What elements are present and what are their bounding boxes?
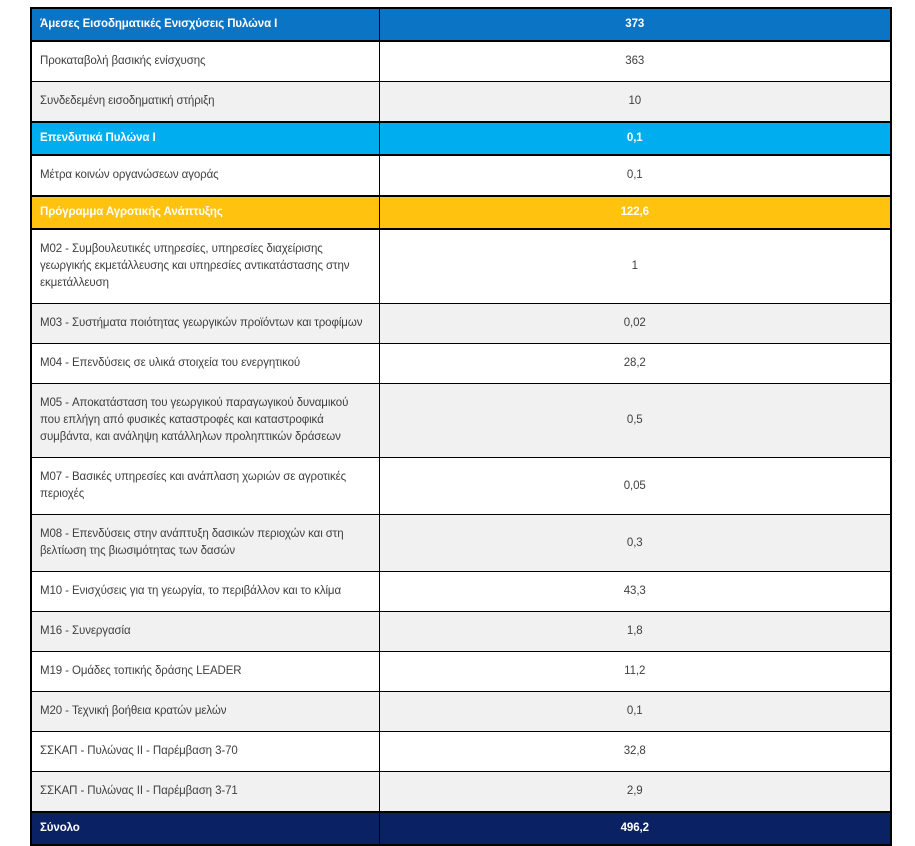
table-row: Μέτρα κοινών οργανώσεων αγοράς 0,1 — [30, 154, 892, 197]
row-label: Επενδυτικά Πυλώνα I — [30, 121, 380, 156]
table-row-section-header: Επενδυτικά Πυλώνα I 0,1 — [30, 121, 892, 156]
row-label: M03 - Συστήματα ποιότητας γεωργικών προϊ… — [30, 303, 380, 344]
table-row: M10 - Ενισχύσεις για τη γεωργία, το περι… — [30, 571, 892, 612]
row-label: Άμεσες Εισοδηματικές Ενισχύσεις Πυλώνα I — [30, 7, 380, 42]
row-value: 0,1 — [378, 154, 892, 197]
budget-table-container: Άμεσες Εισοδηματικές Ενισχύσεις Πυλώνα I… — [30, 7, 892, 846]
row-value: 1 — [378, 228, 892, 304]
row-value: 0,5 — [378, 383, 892, 458]
row-label: Σύνολο — [30, 811, 380, 846]
table-row: M16 - Συνεργασία 1,8 — [30, 611, 892, 652]
row-value: 363 — [378, 40, 892, 82]
row-label: ΣΣΚΑΠ - Πυλώνας II - Παρέμβαση 3-71 — [30, 771, 380, 813]
row-label: M16 - Συνεργασία — [30, 611, 380, 652]
row-value: 43,3 — [378, 571, 892, 612]
table-row-total: Σύνολο 496,2 — [30, 811, 892, 846]
row-label: ΣΣΚΑΠ - Πυλώνας II - Παρέμβαση 3-70 — [30, 731, 380, 772]
row-label: M04 - Επενδύσεις σε υλικά στοιχεία του ε… — [30, 343, 380, 384]
table-row: Συνδεδεμένη εισοδηματική στήριξη 10 — [30, 81, 892, 123]
table-row: ΣΣΚΑΠ - Πυλώνας II - Παρέμβαση 3-70 32,8 — [30, 731, 892, 772]
table-row: M05 - Αποκατάσταση του γεωργικού παραγωγ… — [30, 383, 892, 458]
row-value: 32,8 — [378, 731, 892, 772]
row-label: M19 - Ομάδες τοπικής δράσης LEADER — [30, 651, 380, 692]
table-row: M02 - Συμβουλευτικές υπηρεσίες, υπηρεσίε… — [30, 228, 892, 304]
row-value: 496,2 — [378, 811, 892, 846]
row-value: 0,02 — [378, 303, 892, 344]
table-row: M03 - Συστήματα ποιότητας γεωργικών προϊ… — [30, 303, 892, 344]
row-label: Μέτρα κοινών οργανώσεων αγοράς — [30, 154, 380, 197]
row-label: M20 - Τεχνική βοήθεια κρατών μελών — [30, 691, 380, 732]
table-row-section-header: Άμεσες Εισοδηματικές Ενισχύσεις Πυλώνα I… — [30, 7, 892, 42]
budget-table: Άμεσες Εισοδηματικές Ενισχύσεις Πυλώνα I… — [30, 7, 892, 846]
row-value: 1,8 — [378, 611, 892, 652]
row-value: 2,9 — [378, 771, 892, 813]
row-label: M07 - Βασικές υπηρεσίες και ανάπλαση χωρ… — [30, 457, 380, 515]
table-row: M04 - Επενδύσεις σε υλικά στοιχεία του ε… — [30, 343, 892, 384]
row-label: M05 - Αποκατάσταση του γεωργικού παραγωγ… — [30, 383, 380, 458]
row-label: Συνδεδεμένη εισοδηματική στήριξη — [30, 81, 380, 123]
row-value: 0,3 — [378, 514, 892, 572]
table-row: ΣΣΚΑΠ - Πυλώνας II - Παρέμβαση 3-71 2,9 — [30, 771, 892, 813]
row-value: 122,6 — [378, 195, 892, 230]
row-label: M02 - Συμβουλευτικές υπηρεσίες, υπηρεσίε… — [30, 228, 380, 304]
row-label: Πρόγραμμα Αγροτικής Ανάπτυξης — [30, 195, 380, 230]
table-row: Προκαταβολή βασικής ενίσχυσης 363 — [30, 40, 892, 82]
table-row: M08 - Επενδύσεις στην ανάπτυξη δασικών π… — [30, 514, 892, 572]
table-row-section-header: Πρόγραμμα Αγροτικής Ανάπτυξης 122,6 — [30, 195, 892, 230]
row-label: Προκαταβολή βασικής ενίσχυσης — [30, 40, 380, 82]
row-value: 0,05 — [378, 457, 892, 515]
table-row: M20 - Τεχνική βοήθεια κρατών μελών 0,1 — [30, 691, 892, 732]
row-value: 373 — [378, 7, 892, 42]
table-row: M07 - Βασικές υπηρεσίες και ανάπλαση χωρ… — [30, 457, 892, 515]
table-row: M19 - Ομάδες τοπικής δράσης LEADER 11,2 — [30, 651, 892, 692]
row-value: 11,2 — [378, 651, 892, 692]
row-value: 28,2 — [378, 343, 892, 384]
row-label: M10 - Ενισχύσεις για τη γεωργία, το περι… — [30, 571, 380, 612]
row-value: 10 — [378, 81, 892, 123]
row-label: M08 - Επενδύσεις στην ανάπτυξη δασικών π… — [30, 514, 380, 572]
row-value: 0,1 — [378, 691, 892, 732]
row-value: 0,1 — [378, 121, 892, 156]
